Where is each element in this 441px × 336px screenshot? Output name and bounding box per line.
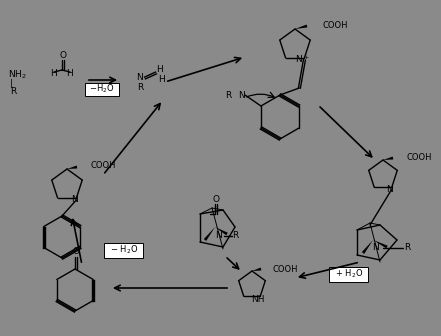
- Text: H: H: [159, 76, 165, 84]
- Text: N: N: [373, 244, 379, 252]
- Text: $-$H$_2$O: $-$H$_2$O: [89, 83, 115, 95]
- Text: R: R: [10, 86, 16, 95]
- Text: COOH: COOH: [273, 264, 299, 274]
- Polygon shape: [204, 227, 215, 241]
- Text: COOH: COOH: [407, 153, 433, 162]
- Text: O: O: [213, 195, 220, 204]
- FancyBboxPatch shape: [105, 243, 143, 257]
- Text: N: N: [386, 185, 393, 194]
- Text: |: |: [10, 80, 13, 88]
- Text: $+$ H$_2$O: $+$ H$_2$O: [335, 268, 363, 280]
- Text: N: N: [137, 74, 143, 83]
- Text: O: O: [72, 248, 79, 256]
- Text: NH: NH: [251, 295, 265, 304]
- Text: R: R: [137, 84, 143, 92]
- Text: H: H: [51, 69, 57, 78]
- Text: NH$_2$: NH$_2$: [8, 69, 26, 81]
- Polygon shape: [295, 25, 307, 29]
- Text: N: N: [216, 232, 222, 241]
- Text: R: R: [232, 232, 238, 241]
- Text: H: H: [157, 66, 163, 75]
- FancyBboxPatch shape: [86, 83, 120, 95]
- Polygon shape: [215, 227, 228, 235]
- Text: R: R: [225, 90, 231, 99]
- Text: O: O: [60, 51, 67, 60]
- Text: N$^+$: N$^+$: [295, 53, 310, 65]
- Text: COOH: COOH: [91, 162, 116, 170]
- Polygon shape: [67, 166, 77, 169]
- Polygon shape: [383, 157, 393, 160]
- Text: N: N: [71, 196, 78, 204]
- Polygon shape: [362, 240, 373, 254]
- Polygon shape: [252, 267, 262, 271]
- Text: N: N: [239, 90, 245, 99]
- Polygon shape: [373, 240, 388, 248]
- FancyBboxPatch shape: [329, 266, 369, 282]
- Text: $-$ H$_2$O: $-$ H$_2$O: [110, 244, 138, 256]
- Text: COOH: COOH: [323, 20, 348, 30]
- Text: H: H: [67, 69, 73, 78]
- Text: R: R: [404, 244, 410, 252]
